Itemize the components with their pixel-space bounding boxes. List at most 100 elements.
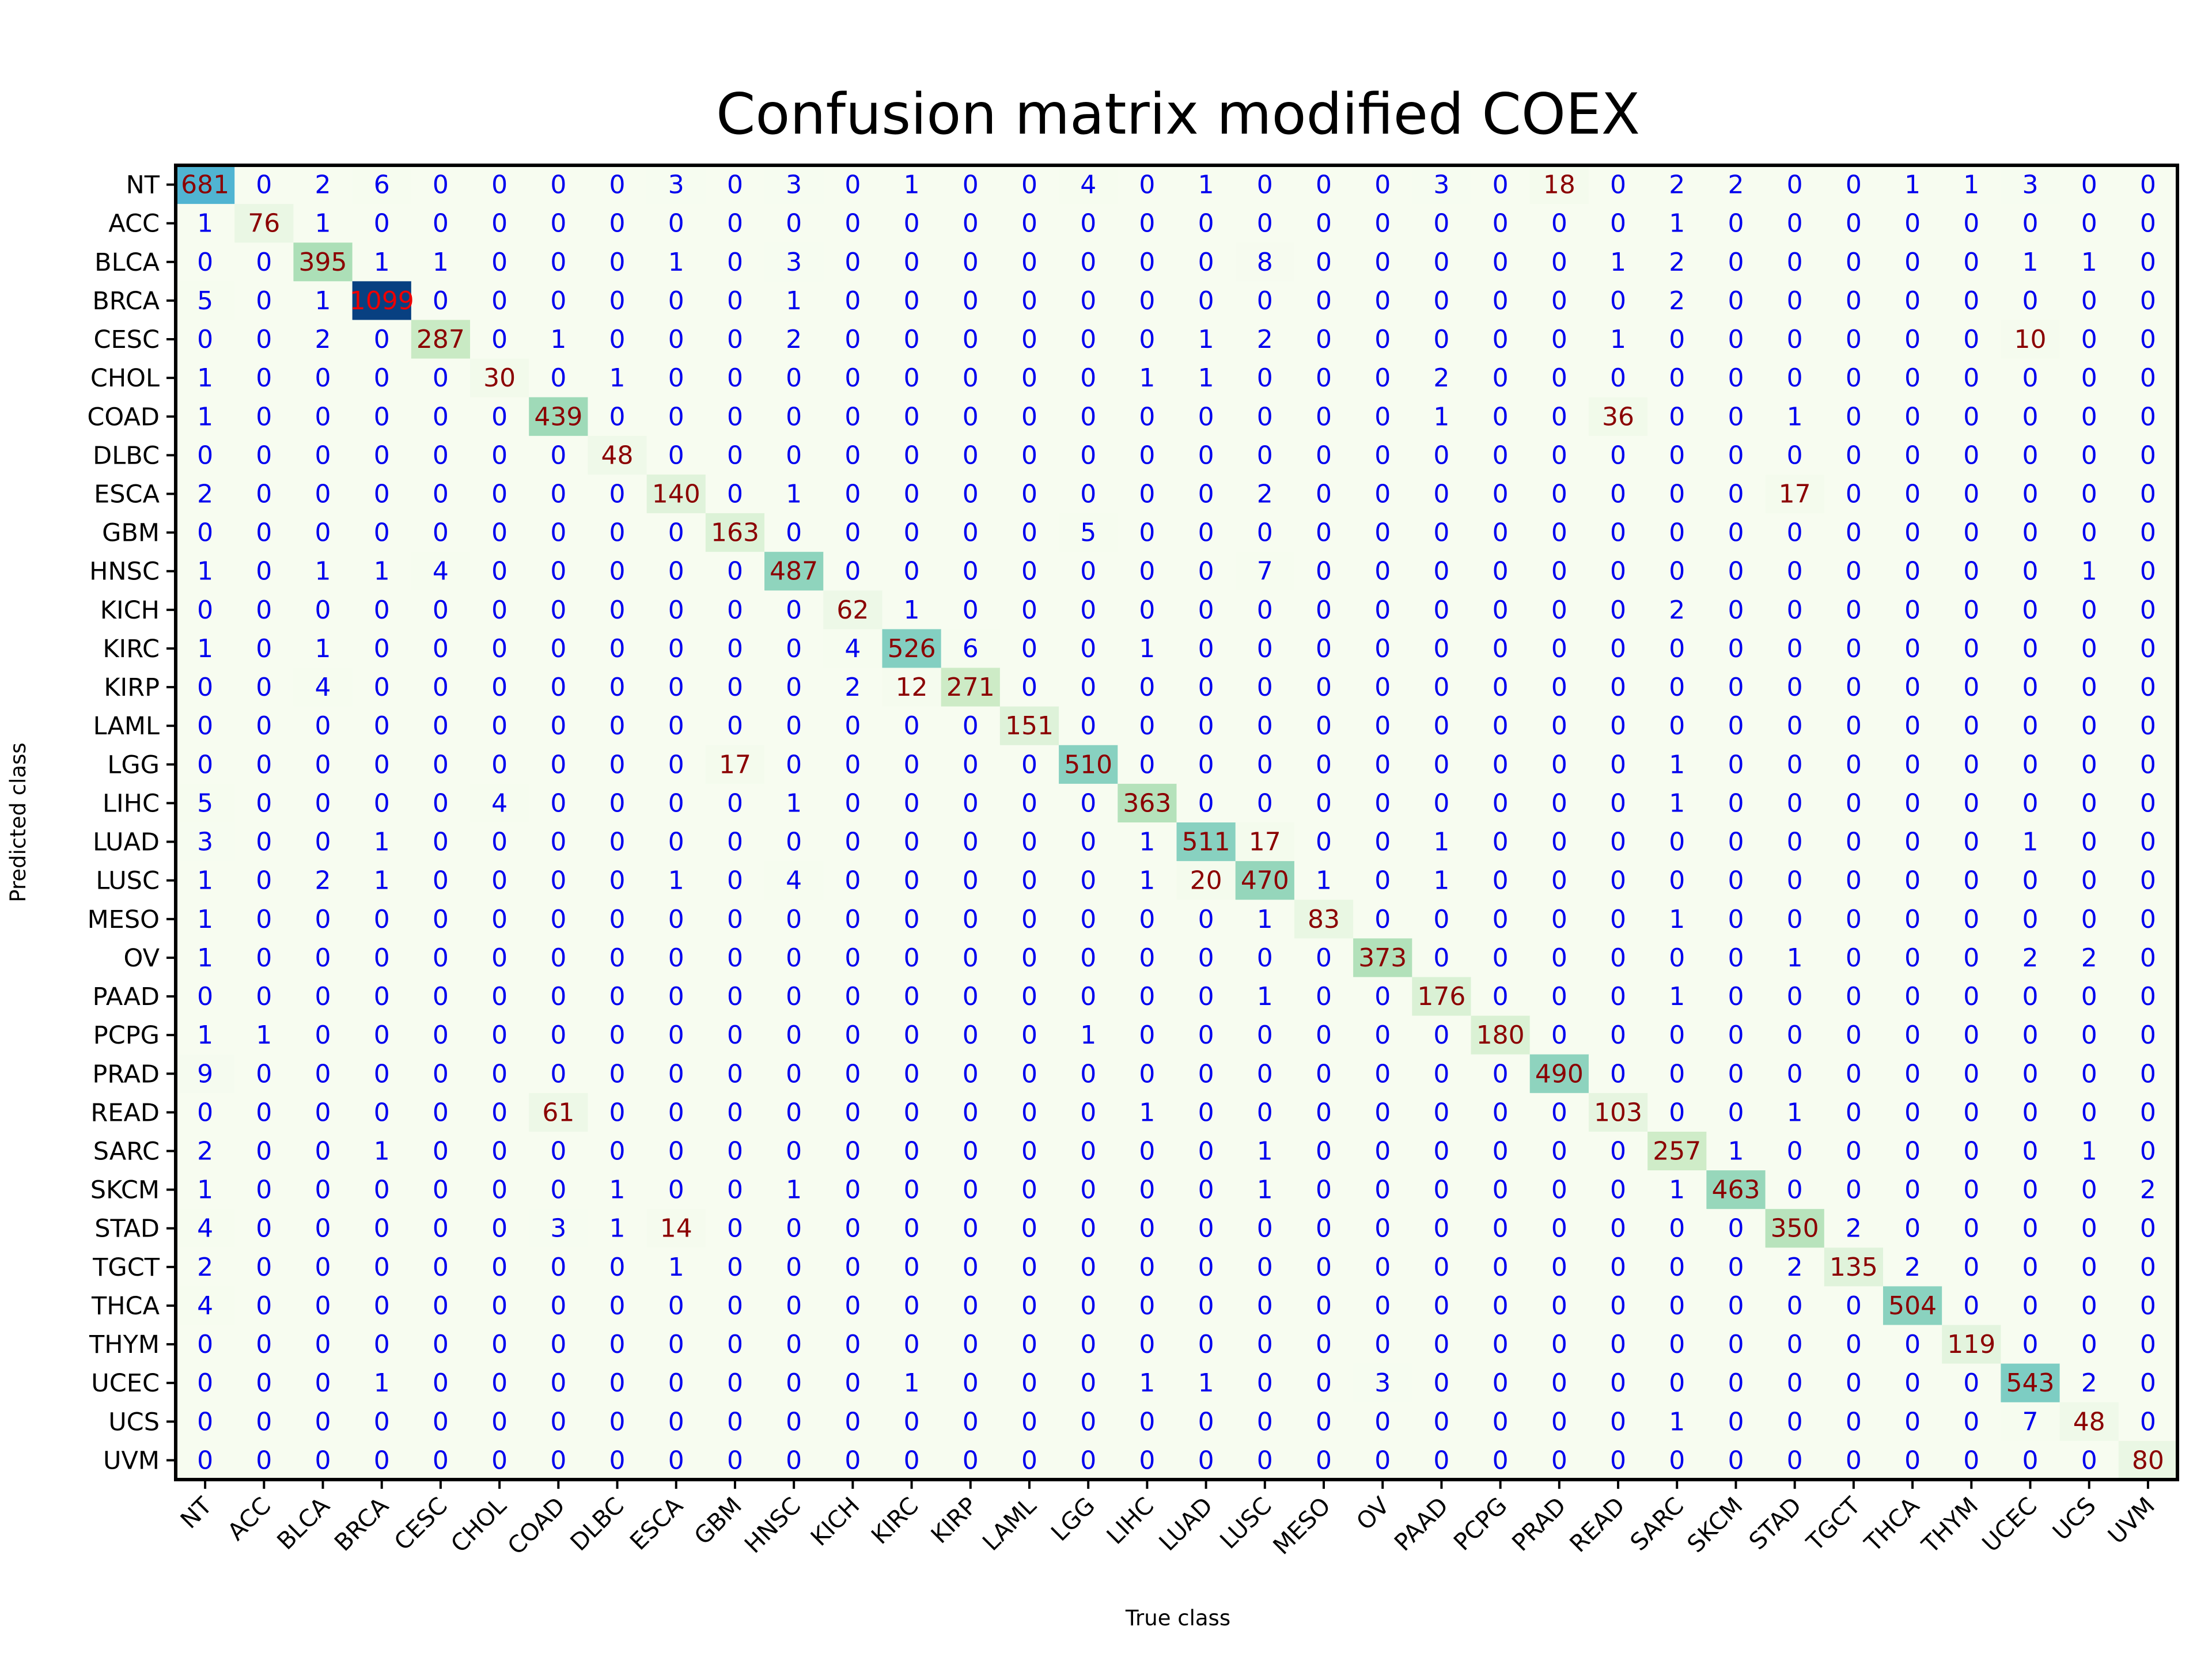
- cell-value-label: 0: [374, 518, 390, 548]
- heatmap-cell: [1235, 320, 1295, 359]
- heatmap-cell: [2001, 668, 2061, 707]
- cell-value-label: 0: [1610, 1253, 1626, 1282]
- cell-value-label: 0: [1610, 634, 1626, 663]
- heatmap-cell: [1294, 668, 1354, 707]
- heatmap-cell: [352, 1054, 412, 1094]
- cell-value-label: 0: [904, 1291, 920, 1321]
- cell-value-label: 0: [1610, 286, 1626, 316]
- heatmap-cell: [470, 822, 529, 862]
- heatmap-cell: [1942, 822, 2001, 862]
- cell-value-label: 0: [2022, 518, 2038, 548]
- heatmap-cell: [2118, 435, 2178, 475]
- cell-value-label: 1: [1669, 1175, 1685, 1205]
- cell-value-label: 0: [2140, 1214, 2156, 1243]
- cell-value-label: 0: [1551, 1330, 1567, 1359]
- cell-value-label: 0: [1846, 480, 1862, 509]
- heatmap-cell: [1412, 745, 1472, 784]
- cell-value-label: 0: [550, 170, 566, 200]
- y-tick-label: KIRC: [103, 635, 160, 663]
- y-tick-label: COAD: [87, 403, 160, 431]
- cell-value-label: 1: [1139, 634, 1155, 663]
- heatmap-cell: [1529, 1093, 1589, 1132]
- cell-value-label: 0: [963, 209, 979, 238]
- cell-value-label: 0: [963, 982, 979, 1011]
- heatmap-cell: [1824, 204, 1884, 243]
- heatmap-cell: [882, 1440, 942, 1480]
- cell-value-label: 0: [2022, 1330, 2038, 1359]
- heatmap-cell: [1412, 629, 1472, 669]
- cell-value-label: 0: [1904, 1175, 1921, 1205]
- cell-value-label: 0: [1551, 866, 1567, 896]
- chart-title: Confusion matrix modified COEX: [716, 82, 1640, 147]
- cell-value-label: 2: [1669, 286, 1685, 316]
- cell-value-label: 2: [315, 866, 331, 896]
- heatmap-cell: [234, 1363, 294, 1403]
- heatmap-cell: [705, 590, 765, 630]
- heatmap-cell: [234, 552, 294, 591]
- cell-value-label: 1: [315, 286, 331, 316]
- heatmap-cell: [1471, 938, 1531, 978]
- cell-value-label: 0: [1433, 1330, 1449, 1359]
- cell-value-label: 1: [1316, 866, 1332, 896]
- cell-value-label: 0: [904, 1021, 920, 1050]
- cell-value-label: 1: [668, 1253, 684, 1282]
- heatmap-cell: [941, 1093, 1001, 1132]
- heatmap-cell: [1412, 320, 1472, 359]
- cell-value-label: 0: [1669, 1059, 1685, 1089]
- heatmap-cell: [176, 1363, 235, 1403]
- heatmap-cell: [1176, 1054, 1236, 1094]
- heatmap-cell: [823, 861, 883, 900]
- cell-value-label: 0: [1021, 209, 1037, 238]
- heatmap-cell: [764, 435, 824, 475]
- cell-value-label: 0: [433, 1137, 449, 1166]
- heatmap-cell: [1883, 281, 1942, 321]
- cell-value-label: 0: [1080, 1137, 1096, 1166]
- cell-value-label: 0: [1374, 1175, 1391, 1205]
- heatmap-cell: [646, 822, 706, 862]
- heatmap-cell: [1235, 513, 1295, 552]
- cell-value-label: 0: [1669, 1446, 1685, 1475]
- heatmap-cell: [705, 745, 765, 784]
- heatmap-cell: [411, 204, 471, 243]
- cell-value-label: 0: [963, 557, 979, 586]
- cell-value-label: 0: [609, 711, 626, 741]
- cell-value-label: 0: [1257, 1291, 1273, 1321]
- cell-value-label: 0: [1374, 1446, 1391, 1475]
- y-tick-label: LIHC: [103, 789, 160, 818]
- heatmap-cell: [764, 320, 824, 359]
- cell-value-label: 439: [534, 402, 582, 431]
- heatmap-cell: [234, 165, 294, 204]
- heatmap-cell: [293, 165, 353, 204]
- heatmap-cell: [1765, 1015, 1825, 1055]
- cell-value-label: 0: [374, 788, 390, 818]
- cell-value-label: 0: [1080, 286, 1096, 316]
- cell-value-label: 0: [315, 1214, 331, 1243]
- cell-value-label: 0: [1963, 750, 1979, 779]
- cell-value-label: 0: [1021, 518, 1037, 548]
- heatmap-cell: [1353, 822, 1412, 862]
- cell-value-label: 0: [963, 1175, 979, 1205]
- cell-value-label: 0: [1433, 1021, 1449, 1050]
- cell-value-label: 0: [609, 1330, 626, 1359]
- heatmap-cell: [1824, 358, 1884, 398]
- cell-value-label: 1: [609, 1175, 626, 1205]
- cell-value-label: 0: [2081, 788, 2097, 818]
- cell-value-label: 0: [2140, 750, 2156, 779]
- cell-value-label: 1: [550, 325, 566, 354]
- cell-value-label: 0: [2022, 1059, 2038, 1089]
- cell-value-label: 2: [197, 480, 213, 509]
- heatmap-cell: [823, 590, 883, 630]
- cell-value-label: 0: [315, 1175, 331, 1205]
- cell-value-label: 0: [2140, 982, 2156, 1011]
- heatmap-cell: [1942, 1054, 2001, 1094]
- cell-value-label: 0: [963, 943, 979, 973]
- cell-value-label: 0: [1787, 248, 1803, 277]
- cell-value-label: 0: [904, 711, 920, 741]
- heatmap-cell: [1706, 1015, 1766, 1055]
- heatmap-cell: [1118, 629, 1177, 669]
- heatmap-cell: [1588, 861, 1648, 900]
- heatmap-cell: [764, 1093, 824, 1132]
- heatmap-cell: [1059, 1363, 1118, 1403]
- cell-value-label: 0: [1963, 209, 1979, 238]
- cell-value-label: 0: [1728, 866, 1744, 896]
